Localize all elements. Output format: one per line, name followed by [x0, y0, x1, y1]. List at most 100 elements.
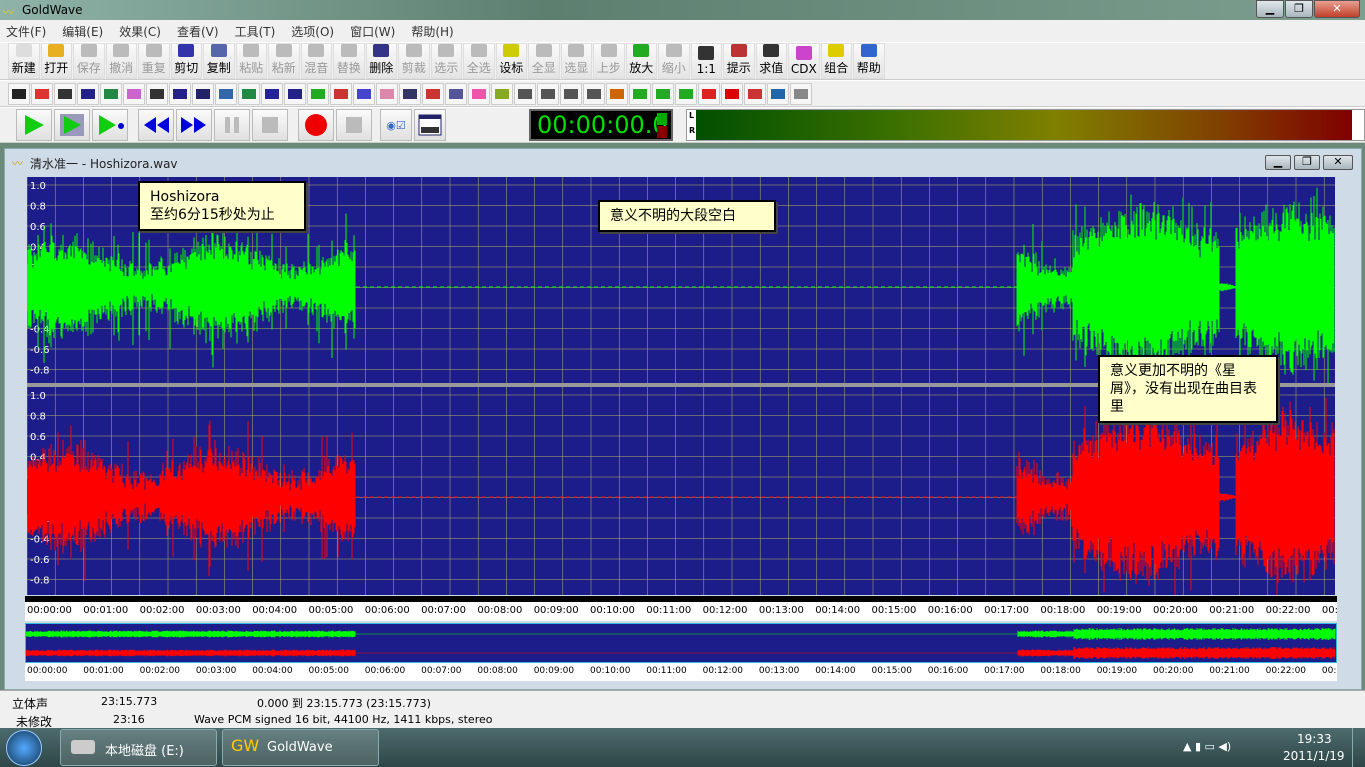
fast-forward-button[interactable]: [176, 109, 212, 141]
effect-button[interactable]: [307, 82, 329, 105]
effect-button[interactable]: [123, 82, 145, 105]
doc-restore-button[interactable]: ❐: [1294, 155, 1320, 170]
close-button[interactable]: ✕: [1314, 0, 1360, 18]
pause-button[interactable]: [214, 109, 250, 141]
effect-button[interactable]: [537, 82, 559, 105]
doc-close-button[interactable]: ✕: [1323, 155, 1353, 170]
record-button[interactable]: [298, 109, 334, 141]
toolbar-open-folder-button[interactable]: 打开: [40, 43, 72, 79]
toolbar-replace-button[interactable]: 替换: [333, 43, 365, 79]
taskbar-item-goldwave[interactable]: GW GoldWave: [222, 729, 379, 766]
toolbar-zoom-in-button[interactable]: 放大: [625, 43, 657, 79]
play-from-button[interactable]: [92, 109, 128, 141]
effect-button[interactable]: [376, 82, 398, 105]
effect-button[interactable]: [445, 82, 467, 105]
tray-icons[interactable]: ▲ ▮ ▭ ◀): [1183, 740, 1232, 753]
play-button[interactable]: [16, 109, 52, 141]
overview-waveform[interactable]: [25, 623, 1337, 663]
stop-button[interactable]: [252, 109, 288, 141]
effect-button[interactable]: [606, 82, 628, 105]
effect-button[interactable]: [560, 82, 582, 105]
toolbar-combine-button[interactable]: 组合: [820, 43, 852, 79]
toolbar-delete-button[interactable]: 删除: [365, 43, 397, 79]
clock-date[interactable]: 2011/1/19: [1283, 749, 1345, 763]
doc-minimize-button[interactable]: ▁: [1265, 155, 1291, 170]
menu-item[interactable]: 窗口(W): [350, 24, 396, 39]
stop-record-button[interactable]: [336, 109, 372, 141]
toolbar-set-marker-button[interactable]: 设标: [495, 43, 527, 79]
effect-button[interactable]: [215, 82, 237, 105]
effect-button[interactable]: [491, 82, 513, 105]
effect-button[interactable]: [31, 82, 53, 105]
menu-item[interactable]: 编辑(E): [62, 24, 104, 39]
toolbar-scissors-button[interactable]: 剪切: [170, 43, 202, 79]
toolbar-save-button[interactable]: 保存: [73, 43, 105, 79]
effect-button[interactable]: [54, 82, 76, 105]
toolbar-label: 全选: [466, 61, 491, 75]
effect-button[interactable]: [8, 82, 30, 105]
menu-item[interactable]: 选项(O): [291, 24, 335, 39]
toolbar-new-file-button[interactable]: 新建: [8, 43, 40, 79]
effect-button[interactable]: [790, 82, 812, 105]
zoom-in-icon: [633, 44, 650, 57]
rewind-button[interactable]: [138, 109, 174, 141]
minimize-button[interactable]: ▁: [1256, 0, 1284, 18]
toolbar-select-view-button[interactable]: 选示: [430, 43, 462, 79]
show-desktop-button[interactable]: [1352, 728, 1365, 767]
record-options-button[interactable]: ◉☑: [380, 109, 412, 141]
toolbar-zoom-previous-button[interactable]: 上步: [593, 43, 625, 79]
toolbar-cd-button[interactable]: CDX: [788, 43, 820, 79]
play-selection-button[interactable]: [54, 109, 90, 141]
clock-time[interactable]: 19:33: [1297, 732, 1332, 746]
effect-button[interactable]: [192, 82, 214, 105]
effect-button[interactable]: [77, 82, 99, 105]
effect-button[interactable]: [721, 82, 743, 105]
effect-button[interactable]: [100, 82, 122, 105]
toolbar-cue-button[interactable]: 提示: [723, 43, 755, 79]
toolbar-mix-button[interactable]: 混音: [300, 43, 332, 79]
effect-button[interactable]: [284, 82, 306, 105]
effect-button[interactable]: [330, 82, 352, 105]
maximize-button[interactable]: ❐: [1285, 0, 1313, 18]
effect-button[interactable]: [698, 82, 720, 105]
effect-button[interactable]: [399, 82, 421, 105]
control-window-button[interactable]: [414, 109, 446, 141]
time-tick: 00:21:00: [1209, 666, 1250, 676]
toolbar-zoom-1-1-button[interactable]: 1:1: [690, 43, 722, 79]
effect-button[interactable]: [468, 82, 490, 105]
effect-button[interactable]: [261, 82, 283, 105]
toolbar-zoom-all-button[interactable]: 全显: [528, 43, 560, 79]
toolbar-paste-new-button[interactable]: 粘新: [268, 43, 300, 79]
toolbar-select-all-button[interactable]: 全选: [463, 43, 495, 79]
toolbar-zoom-selection-button[interactable]: 选显: [560, 43, 592, 79]
effect-button[interactable]: [744, 82, 766, 105]
effect-button[interactable]: [652, 82, 674, 105]
toolbar-copy-button[interactable]: 复制: [203, 43, 235, 79]
effect-button[interactable]: [169, 82, 191, 105]
effect-button[interactable]: [514, 82, 536, 105]
toolbar-paste-button[interactable]: 粘贴: [235, 43, 267, 79]
effect-button[interactable]: [146, 82, 168, 105]
menu-item[interactable]: 效果(C): [119, 24, 161, 39]
toolbar-help-button[interactable]: 帮助: [853, 43, 885, 79]
toolbar-evaluate-button[interactable]: 求值: [755, 43, 787, 79]
toolbar-redo-button[interactable]: 重复: [138, 43, 170, 79]
menu-item[interactable]: 帮助(H): [411, 24, 454, 39]
toolbar-undo-button[interactable]: 撤消: [105, 43, 137, 79]
effect-button[interactable]: [422, 82, 444, 105]
effect-button[interactable]: [629, 82, 651, 105]
menu-item[interactable]: 查看(V): [176, 24, 219, 39]
menu-item[interactable]: 工具(T): [234, 24, 276, 39]
time-tick: 00:14:00: [815, 666, 856, 676]
start-button[interactable]: [6, 730, 42, 766]
menu-item[interactable]: 文件(F): [6, 24, 47, 39]
effect-button[interactable]: [675, 82, 697, 105]
effect-button[interactable]: [767, 82, 789, 105]
effect-icon: [288, 88, 302, 99]
effect-button[interactable]: [353, 82, 375, 105]
toolbar-zoom-out-button[interactable]: 缩小: [658, 43, 690, 79]
taskbar-item-explorer[interactable]: 本地磁盘 (E:): [60, 729, 217, 766]
toolbar-trim-button[interactable]: 剪裁: [398, 43, 430, 79]
effect-button[interactable]: [238, 82, 260, 105]
effect-button[interactable]: [583, 82, 605, 105]
